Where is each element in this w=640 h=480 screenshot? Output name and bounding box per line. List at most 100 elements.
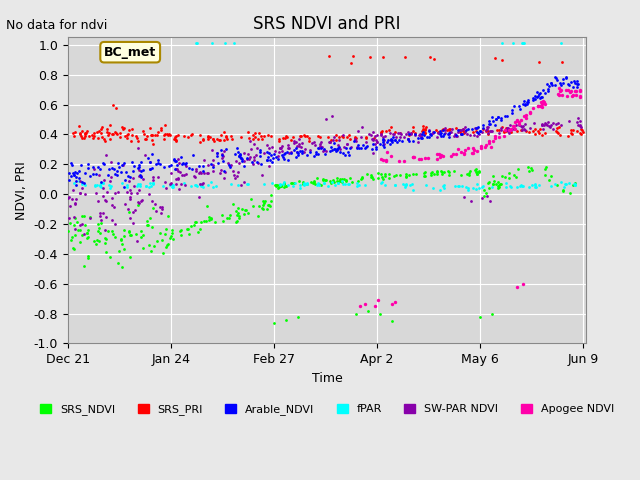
Point <box>195 132 205 139</box>
Point <box>471 128 481 135</box>
Point <box>207 39 217 47</box>
Point <box>292 142 302 149</box>
Point <box>515 105 525 113</box>
Point <box>81 229 92 237</box>
Point <box>147 224 157 231</box>
Point <box>153 173 163 180</box>
Point <box>483 131 493 138</box>
Point <box>466 198 476 205</box>
Point <box>389 130 399 138</box>
Point <box>148 174 158 181</box>
Point <box>373 169 383 177</box>
Point <box>205 179 216 186</box>
Point <box>292 148 303 156</box>
Point <box>292 148 303 156</box>
Point <box>186 182 196 190</box>
Point <box>305 146 315 154</box>
Point <box>250 152 260 159</box>
Point <box>533 92 543 100</box>
Point <box>98 180 108 187</box>
Point <box>540 165 550 173</box>
Point <box>218 152 228 160</box>
Point <box>105 177 115 185</box>
Point <box>126 158 136 166</box>
Point <box>501 126 511 134</box>
Point <box>159 230 170 238</box>
Point <box>315 140 325 148</box>
Point <box>472 170 482 178</box>
Point <box>438 126 448 133</box>
Point <box>291 153 301 161</box>
Point <box>301 180 311 188</box>
Point <box>319 179 329 187</box>
Point <box>186 165 196 173</box>
Point <box>136 167 146 175</box>
Point <box>570 92 580 99</box>
Point <box>392 138 402 145</box>
Point <box>113 159 124 167</box>
Point <box>277 151 287 158</box>
Point <box>387 138 397 146</box>
Point <box>497 172 507 180</box>
Point <box>106 130 116 138</box>
Point <box>396 130 406 138</box>
Point <box>529 95 540 102</box>
Point <box>408 154 418 161</box>
Point <box>179 132 189 140</box>
Point <box>376 173 387 180</box>
Point <box>308 179 319 186</box>
Point <box>459 130 469 137</box>
Point <box>321 147 331 155</box>
Point <box>229 39 239 47</box>
Point <box>88 134 98 142</box>
Point <box>77 184 88 192</box>
Point <box>368 175 378 183</box>
Point <box>482 125 492 133</box>
Point <box>105 135 115 143</box>
Point <box>370 302 380 310</box>
Point <box>207 146 218 154</box>
Point <box>436 152 446 159</box>
Point <box>138 166 148 174</box>
Point <box>92 128 102 135</box>
Point <box>92 181 102 189</box>
Point <box>204 216 214 224</box>
Point <box>340 144 351 151</box>
Point <box>146 247 156 255</box>
Point <box>568 181 578 189</box>
Point <box>424 127 434 135</box>
Point <box>175 227 185 235</box>
Point <box>460 128 470 136</box>
Point <box>500 180 511 187</box>
Point <box>477 183 487 191</box>
Point <box>193 228 204 236</box>
Point <box>406 129 417 137</box>
Point <box>278 178 289 186</box>
Point <box>66 236 76 244</box>
Point <box>337 180 348 188</box>
Point <box>429 170 439 178</box>
Point <box>339 131 349 139</box>
Point <box>123 131 133 138</box>
Point <box>238 162 248 169</box>
Point <box>505 121 515 129</box>
Point <box>96 180 106 187</box>
Point <box>408 186 418 193</box>
Point <box>164 235 175 242</box>
Point <box>399 53 410 60</box>
Point <box>262 201 273 209</box>
Point <box>133 201 143 209</box>
Point <box>376 129 386 137</box>
Point <box>94 171 104 179</box>
Point <box>311 151 321 158</box>
Point <box>511 117 522 124</box>
Point <box>377 127 387 134</box>
Point <box>297 147 307 155</box>
Point <box>68 186 78 193</box>
Point <box>543 87 553 95</box>
Point <box>468 149 479 157</box>
Point <box>382 138 392 146</box>
Point <box>117 180 127 187</box>
Point <box>316 144 326 151</box>
Point <box>550 75 561 83</box>
